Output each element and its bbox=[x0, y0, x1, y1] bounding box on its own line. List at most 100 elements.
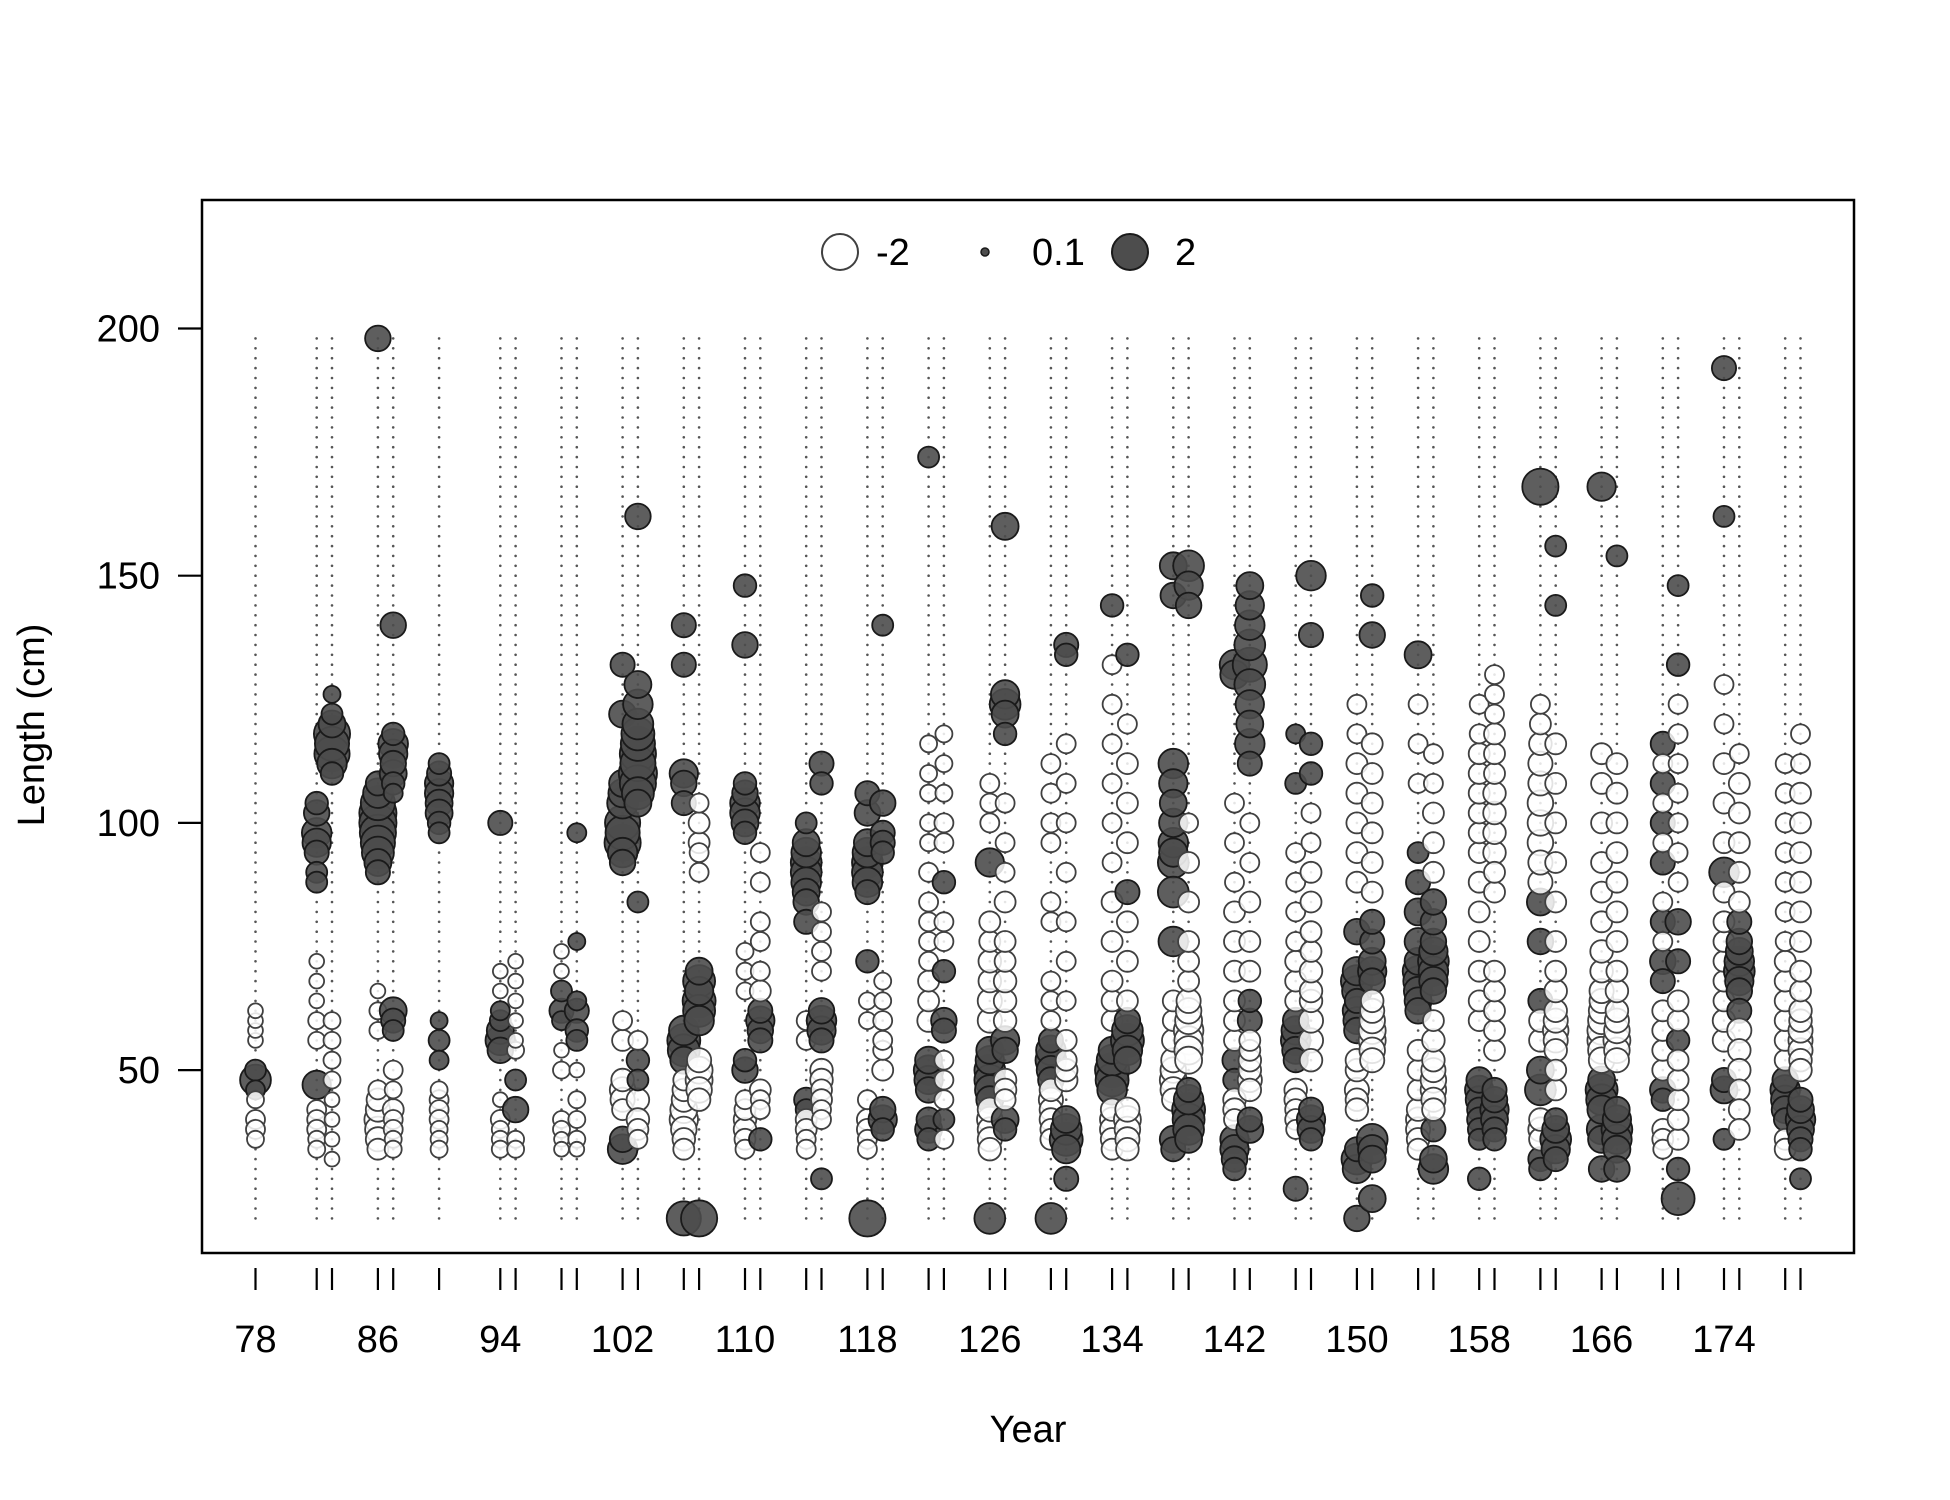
bin-point bbox=[743, 376, 747, 380]
bin-point bbox=[575, 772, 579, 775]
bin-point bbox=[1722, 1187, 1726, 1190]
bin-point bbox=[254, 1167, 257, 1171]
bin-point bbox=[988, 465, 992, 469]
bin-point bbox=[499, 930, 502, 933]
bin-point bbox=[1370, 1098, 1374, 1101]
bin-point bbox=[743, 762, 747, 765]
bin-point bbox=[1416, 811, 1420, 815]
bin-point bbox=[1738, 1177, 1741, 1181]
bin-point bbox=[1110, 1187, 1114, 1190]
bin-point bbox=[1615, 396, 1619, 400]
bin-point bbox=[376, 960, 380, 963]
bin-point bbox=[254, 505, 257, 508]
bin-point bbox=[254, 900, 257, 904]
bin-point bbox=[759, 1197, 762, 1200]
bin-point bbox=[927, 1207, 930, 1210]
bin-point bbox=[315, 643, 319, 647]
bin-point bbox=[437, 544, 441, 548]
bin-point bbox=[560, 485, 563, 489]
bin-point bbox=[682, 712, 686, 716]
bin-point bbox=[621, 1177, 624, 1181]
bin-point bbox=[881, 1167, 884, 1171]
bin-point bbox=[682, 534, 686, 538]
bin-point bbox=[881, 455, 884, 459]
bin-point bbox=[804, 436, 808, 439]
bin-point bbox=[514, 614, 517, 617]
bin-point bbox=[560, 1217, 563, 1220]
bin-point bbox=[1493, 614, 1496, 617]
bin-point bbox=[575, 396, 579, 400]
bin-point bbox=[1493, 376, 1496, 380]
bin-point bbox=[682, 890, 686, 894]
bin-point bbox=[1294, 356, 1297, 360]
bin-point bbox=[1049, 871, 1053, 874]
bin-point bbox=[866, 1177, 869, 1181]
bin-point bbox=[376, 495, 380, 498]
bin-point bbox=[1416, 495, 1420, 498]
bin-point bbox=[1187, 465, 1190, 469]
residual-bubble-negative bbox=[933, 1049, 955, 1071]
bin-point bbox=[1309, 406, 1313, 409]
bin-point bbox=[1126, 782, 1129, 785]
residual-bubble-negative bbox=[992, 968, 1018, 994]
bin-point bbox=[1187, 475, 1190, 479]
bin-point bbox=[820, 445, 823, 449]
bin-point bbox=[621, 485, 624, 489]
bin-point bbox=[575, 337, 579, 340]
bin-point bbox=[1126, 940, 1129, 943]
bin-point bbox=[330, 594, 334, 597]
residual-bubble-positive bbox=[487, 809, 514, 836]
bin-point bbox=[1554, 653, 1557, 657]
bin-point bbox=[1003, 465, 1007, 469]
bin-point bbox=[1615, 495, 1619, 498]
bin-point bbox=[820, 376, 823, 380]
bin-point bbox=[743, 436, 747, 439]
bin-point bbox=[927, 1187, 930, 1190]
bin-point bbox=[881, 366, 884, 370]
bin-point bbox=[1554, 574, 1557, 577]
bin-point bbox=[866, 554, 869, 558]
bin-point bbox=[1064, 347, 1068, 350]
bin-point bbox=[1370, 475, 1374, 479]
bin-point bbox=[942, 554, 946, 558]
bin-point bbox=[391, 366, 395, 370]
bin-point bbox=[560, 880, 563, 884]
bin-point bbox=[315, 525, 319, 528]
bin-point bbox=[866, 416, 869, 419]
bin-point bbox=[820, 465, 823, 469]
bin-point bbox=[1539, 1197, 1542, 1200]
bin-point bbox=[927, 544, 930, 548]
bin-point bbox=[1233, 821, 1236, 825]
bin-point bbox=[743, 1187, 747, 1190]
bin-point bbox=[1493, 1157, 1496, 1161]
residual-bubble-positive bbox=[1034, 1202, 1068, 1235]
bin-point bbox=[1799, 485, 1802, 489]
bin-point bbox=[820, 801, 823, 805]
bin-point bbox=[1738, 683, 1741, 686]
bin-point bbox=[1370, 683, 1374, 686]
bin-point bbox=[1172, 525, 1175, 528]
bin-point bbox=[575, 366, 579, 370]
bin-point bbox=[1309, 376, 1313, 380]
bin-point bbox=[820, 614, 823, 617]
bin-point bbox=[1799, 337, 1802, 340]
bin-point bbox=[881, 762, 884, 765]
bin-point bbox=[1539, 406, 1542, 409]
bin-point bbox=[636, 940, 640, 943]
bin-point bbox=[376, 693, 380, 696]
bin-point bbox=[1126, 633, 1129, 637]
bin-point bbox=[1432, 643, 1435, 647]
bin-point bbox=[391, 574, 395, 577]
bin-point bbox=[499, 752, 502, 755]
bin-point bbox=[1003, 614, 1007, 617]
bin-point bbox=[621, 445, 624, 449]
residual-bubble-positive bbox=[379, 611, 407, 639]
bin-point bbox=[942, 337, 946, 340]
bin-point bbox=[1539, 594, 1542, 597]
bin-point bbox=[1493, 1197, 1496, 1200]
bin-point bbox=[697, 673, 701, 676]
bin-point bbox=[1600, 623, 1603, 627]
bin-point bbox=[1554, 337, 1557, 340]
bin-point bbox=[560, 347, 563, 350]
bin-point bbox=[697, 465, 701, 469]
